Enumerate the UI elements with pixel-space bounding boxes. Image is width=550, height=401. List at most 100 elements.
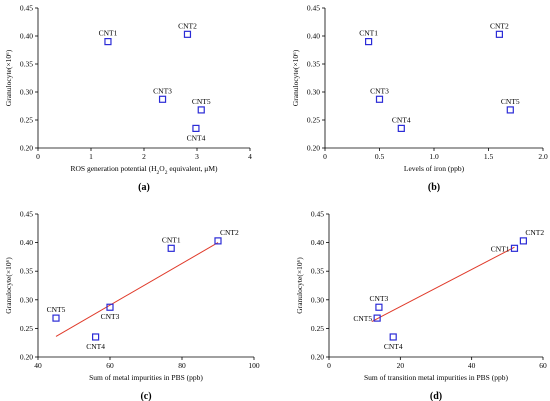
data-point-cnt4 bbox=[192, 124, 200, 133]
y-tick-label: 0.40 bbox=[20, 32, 33, 41]
x-tick-label: 60 bbox=[106, 361, 114, 370]
data-point-cnt3 bbox=[106, 303, 114, 311]
y-axis-title: Granulocyte(×10⁶) bbox=[291, 49, 300, 106]
panel-b: 0 0.5 1.0 1.5 2.0 0.20 0.25 0.30 0.35 0.40 0.45 Gra… bbox=[291, 4, 548, 194]
y-axis-title: Granulocyte(×10⁶) bbox=[4, 49, 13, 106]
data-label-cnt3: CNT3 bbox=[370, 294, 389, 303]
x-tick-label: 80 bbox=[178, 361, 186, 370]
data-point-cnt4 bbox=[91, 333, 100, 341]
x-tick-label: 2 bbox=[142, 152, 146, 161]
data-label-cnt4: CNT4 bbox=[187, 133, 206, 142]
data-point-cnt3 bbox=[158, 95, 167, 103]
x-tick-label: 1 bbox=[89, 152, 93, 161]
y-tick-label: 0.40 bbox=[20, 238, 33, 247]
y-tick-label: 0.20 bbox=[20, 353, 33, 362]
y-tick-label: 0.35 bbox=[311, 267, 324, 276]
y-tick-label: 0.30 bbox=[20, 88, 33, 97]
x-axis-title-subscript: 2 bbox=[165, 170, 168, 176]
data-label-cnt5: CNT5 bbox=[353, 314, 372, 323]
panel-label: (c) bbox=[140, 391, 151, 401]
y-tick-label: 0.25 bbox=[20, 324, 33, 333]
x-tick-label: 3 bbox=[195, 152, 199, 161]
data-point-cnt1 bbox=[365, 37, 373, 46]
panel-label: (a) bbox=[138, 182, 150, 193]
x-tick-label: 40 bbox=[468, 361, 476, 370]
y-tick-label: 0.30 bbox=[307, 88, 320, 97]
y-axis-title: Granulocyte(×10⁶) bbox=[4, 257, 13, 314]
data-point-cnt5 bbox=[197, 106, 205, 114]
panel-c: 40 60 80 100 0.20 0.25 0.30 0.35 0.40 0.45 Granulo… bbox=[4, 210, 260, 401]
data-label-cnt4: CNT4 bbox=[392, 115, 411, 124]
y-tick-label: 0.40 bbox=[307, 32, 320, 41]
y-tick-label: 0.45 bbox=[20, 4, 33, 13]
y-tick-label: 0.35 bbox=[20, 267, 33, 276]
y-tick-label: 0.25 bbox=[20, 116, 33, 125]
x-axis-title-part: ROS generation potential (H bbox=[70, 164, 157, 173]
x-axis-title: Sum of transition metal impurities in PB… bbox=[364, 373, 508, 382]
data-point-cnt1 bbox=[510, 244, 519, 252]
x-axis-title-subscript: 2 bbox=[157, 170, 160, 176]
x-tick-label: 1.0 bbox=[429, 152, 439, 161]
x-axis-title-part: Sum of metal impurities in PBS (ppb) bbox=[89, 373, 203, 382]
data-point-cnt5 bbox=[506, 106, 514, 114]
x-axis-title-part: O bbox=[159, 164, 165, 173]
data-label-cnt2: CNT2 bbox=[490, 21, 509, 30]
data-label-cnt5: CNT5 bbox=[192, 97, 211, 106]
x-axis-title-part: Sum of transition metal impurities in PB… bbox=[364, 373, 508, 382]
panel-a: 0 1 2 3 4 0.20 0.25 0.30 0.35 0.40 0.45 Granulocyte… bbox=[4, 4, 252, 194]
y-tick-label: 0.35 bbox=[20, 60, 33, 69]
data-point-cnt1 bbox=[167, 244, 175, 252]
data-label-cnt4: CNT4 bbox=[384, 342, 403, 351]
data-label-cnt2: CNT2 bbox=[178, 21, 197, 30]
y-tick-label: 0.25 bbox=[307, 116, 320, 125]
data-point-cnt3 bbox=[375, 303, 383, 311]
x-axis-title-part: equivalent, μM) bbox=[167, 164, 218, 173]
x-axis-title: Levels of iron (ppb) bbox=[404, 164, 465, 173]
panel-d: 0 20 40 60 0.20 0.25 0.30 0.35 0.40 0.45 Granulocy… bbox=[295, 210, 547, 401]
data-label-cnt5: CNT5 bbox=[501, 97, 520, 106]
y-tick-label: 0.30 bbox=[20, 295, 33, 304]
data-point-cnt2 bbox=[519, 237, 527, 245]
x-tick-label: 0 bbox=[36, 152, 40, 161]
x-tick-label: 60 bbox=[539, 361, 547, 370]
x-tick-label: 2.0 bbox=[538, 152, 548, 161]
y-tick-label: 0.30 bbox=[311, 295, 324, 304]
data-label-cnt1: CNT1 bbox=[99, 29, 118, 38]
y-tick-label: 0.20 bbox=[311, 353, 324, 362]
data-point-cnt2 bbox=[214, 237, 222, 245]
y-tick-label: 0.25 bbox=[311, 324, 324, 333]
x-tick-label: 1.5 bbox=[484, 152, 494, 161]
x-axis-title-part: Levels of iron (ppb) bbox=[404, 164, 465, 173]
y-tick-label: 0.40 bbox=[311, 238, 324, 247]
data-point-cnt2 bbox=[495, 30, 503, 38]
x-tick-label: 100 bbox=[248, 361, 260, 370]
data-label-cnt1: CNT1 bbox=[491, 244, 510, 253]
data-point-cnt4 bbox=[389, 333, 397, 341]
trend-line bbox=[371, 246, 515, 322]
data-point-cnt1 bbox=[104, 37, 112, 46]
x-tick-label: 20 bbox=[397, 361, 405, 370]
data-label-cnt3: CNT3 bbox=[153, 86, 172, 95]
y-axis-title: Granulocyte(×10⁶) bbox=[295, 257, 304, 314]
data-point-cnt3 bbox=[375, 95, 384, 103]
data-point-cnt2 bbox=[183, 30, 192, 38]
y-tick-label: 0.35 bbox=[307, 60, 320, 69]
y-tick-label: 0.20 bbox=[307, 144, 320, 153]
y-tick-label: 0.45 bbox=[311, 210, 324, 219]
data-point-cnt5 bbox=[52, 314, 60, 322]
data-label-cnt1: CNT1 bbox=[359, 29, 378, 38]
data-label-cnt3: CNT3 bbox=[370, 86, 389, 95]
x-tick-label: 40 bbox=[34, 361, 42, 370]
data-point-cnt5 bbox=[373, 314, 381, 322]
x-tick-label: 0.5 bbox=[375, 152, 385, 161]
x-tick-label: 4 bbox=[248, 152, 252, 161]
data-label-cnt1: CNT1 bbox=[162, 235, 181, 244]
y-tick-label: 0.45 bbox=[20, 210, 33, 219]
data-label-cnt4: CNT4 bbox=[86, 342, 105, 351]
panel-label: (d) bbox=[430, 391, 442, 401]
data-label-cnt3: CNT3 bbox=[101, 312, 120, 321]
panel-label: (b) bbox=[428, 182, 440, 193]
data-label-cnt2: CNT2 bbox=[220, 228, 239, 237]
x-axis-title: Sum of metal impurities in PBS (ppb) bbox=[89, 373, 203, 382]
